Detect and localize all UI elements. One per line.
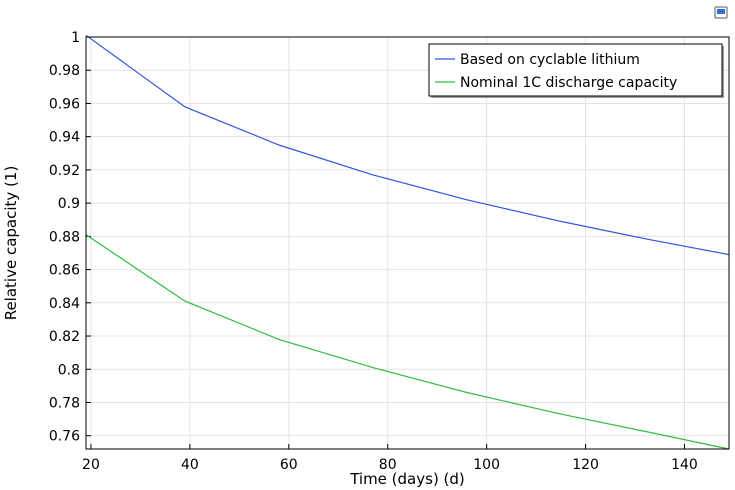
y-tick-label: 0.96 <box>49 96 80 112</box>
x-axis-title: Time (days) (d) <box>349 470 465 488</box>
monitor-icon[interactable] <box>714 6 728 19</box>
x-tick-label: 20 <box>82 457 100 473</box>
series-lines <box>85 34 730 450</box>
y-tick-label: 0.88 <box>49 229 80 245</box>
y-tick-label: 1 <box>71 30 80 46</box>
y-tick-label: 0.9 <box>58 196 80 212</box>
x-tick-label: 120 <box>572 457 599 473</box>
y-tick-label: 0.78 <box>49 395 80 411</box>
x-tick-label: 140 <box>671 457 698 473</box>
legend-label: Based on cyclable lithium <box>460 52 640 68</box>
y-axis-title: Relative capacity (1) <box>2 166 20 321</box>
legend-label: Nominal 1C discharge capacity <box>460 75 677 91</box>
y-tick-label: 0.84 <box>49 296 80 312</box>
legend: Based on cyclable lithium Nominal 1C disc… <box>428 43 724 98</box>
legend-box <box>428 43 723 97</box>
x-tick-label: 60 <box>280 457 298 473</box>
plot-frame <box>85 36 730 450</box>
y-tick-label: 0.92 <box>49 163 80 179</box>
y-tick-label: 0.8 <box>58 362 80 378</box>
y-tick-label: 0.82 <box>49 329 80 345</box>
y-tick-label: 0.76 <box>49 429 80 445</box>
series-line <box>85 234 730 450</box>
x-tick-labels: 20 40 60 80 100 120 140 <box>82 457 698 473</box>
x-tick-label: 40 <box>181 457 199 473</box>
x-tick-label: 100 <box>473 457 500 473</box>
series-line <box>85 34 730 256</box>
y-tick-label: 0.86 <box>49 263 80 279</box>
y-tick-label: 0.98 <box>49 63 80 79</box>
x-tick-label: 80 <box>379 457 397 473</box>
y-tick-label: 0.94 <box>49 130 80 146</box>
y-tick-labels: 0.76 0.78 0.8 0.82 0.84 0.86 0.88 0.9 0.92 0.94 0.… <box>49 30 80 445</box>
